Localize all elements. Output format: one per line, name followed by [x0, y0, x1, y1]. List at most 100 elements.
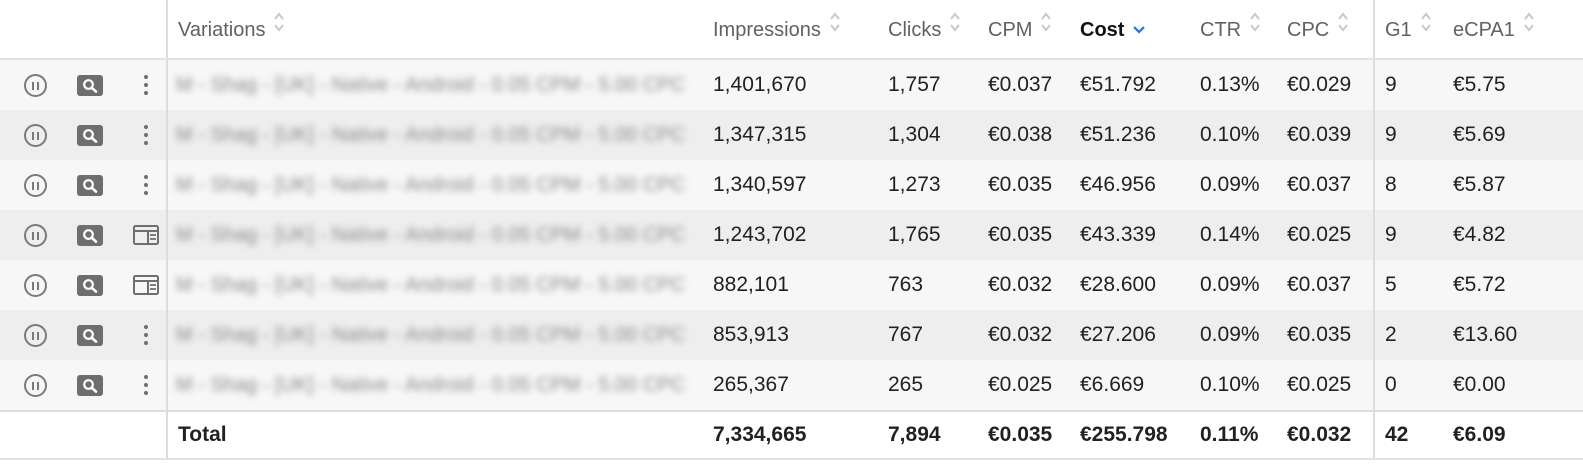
- more-vert-icon[interactable]: [131, 160, 161, 210]
- column-divider: [1373, 110, 1375, 160]
- cell-g1: 8: [1385, 173, 1397, 196]
- pause-icon[interactable]: [20, 310, 50, 360]
- search-icon[interactable]: [75, 260, 105, 310]
- pause-icon[interactable]: [20, 210, 50, 260]
- cell-cpc: €0.039: [1287, 123, 1352, 146]
- variation-name[interactable]: M - Shag - [UK] - Native - Android - 0.0…: [176, 74, 686, 96]
- more-vert-icon[interactable]: [131, 310, 161, 360]
- cell-ecpa1: €5.87: [1453, 173, 1506, 196]
- column-divider: [1373, 310, 1375, 360]
- sort-icon[interactable]: [949, 0, 961, 58]
- column-header-variations[interactable]: Variations: [178, 0, 285, 58]
- pause-icon[interactable]: [20, 60, 50, 110]
- cell-g1: 9: [1385, 73, 1397, 96]
- cell-cost: €51.236: [1080, 123, 1156, 146]
- table-row: M - Shag - [UK] - Native - Android - 0.0…: [0, 110, 1583, 160]
- cell-ctr: 0.13%: [1200, 73, 1260, 96]
- search-icon[interactable]: [75, 310, 105, 360]
- sort-descending-icon[interactable]: [1132, 0, 1146, 59]
- variation-name[interactable]: M - Shag - [UK] - Native - Android - 0.0…: [176, 324, 686, 346]
- cell-g1: 0: [1385, 373, 1397, 396]
- cell-clicks: 1,757: [888, 73, 941, 96]
- pause-icon[interactable]: [20, 160, 50, 210]
- pause-icon[interactable]: [20, 110, 50, 160]
- layout-icon[interactable]: [131, 260, 161, 310]
- column-divider: [1373, 0, 1375, 58]
- cell-cpm: €0.035: [988, 223, 1053, 246]
- pause-icon[interactable]: [20, 360, 50, 410]
- column-header-impressions[interactable]: Impressions: [713, 0, 841, 58]
- sort-icon[interactable]: [1249, 0, 1261, 58]
- cell-cpm: €0.035: [988, 173, 1053, 196]
- sort-icon[interactable]: [829, 0, 841, 58]
- column-divider: [166, 160, 168, 210]
- search-icon[interactable]: [75, 210, 105, 260]
- search-icon[interactable]: [75, 360, 105, 410]
- column-header-ctr[interactable]: CTR: [1200, 0, 1261, 58]
- cell-cpc: €0.037: [1287, 173, 1352, 196]
- column-header-label: Cost: [1080, 19, 1125, 41]
- cell-impressions: 1,243,702: [713, 223, 807, 246]
- table-body: M - Shag - [UK] - Native - Android - 0.0…: [0, 60, 1583, 410]
- column-header-cost[interactable]: Cost: [1080, 0, 1146, 58]
- column-header-g1[interactable]: G1: [1385, 0, 1432, 58]
- more-vert-icon[interactable]: [131, 110, 161, 160]
- cell-g1: 5: [1385, 273, 1397, 296]
- cell-cost: €28.600: [1080, 273, 1156, 296]
- total-cost: €255.798: [1080, 423, 1168, 446]
- cell-cpm: €0.025: [988, 373, 1053, 396]
- cell-cost: €51.792: [1080, 73, 1156, 96]
- layout-icon[interactable]: [131, 210, 161, 260]
- cell-cpc: €0.029: [1287, 73, 1352, 96]
- column-header-label: CPC: [1287, 19, 1330, 41]
- variation-name[interactable]: M - Shag - [UK] - Native - Android - 0.0…: [176, 374, 686, 396]
- column-header-ecpa1[interactable]: eCPA1: [1453, 0, 1535, 58]
- table-row: M - Shag - [UK] - Native - Android - 0.0…: [0, 260, 1583, 310]
- column-header-clicks[interactable]: Clicks: [888, 0, 961, 58]
- variation-name[interactable]: M - Shag - [UK] - Native - Android - 0.0…: [176, 124, 686, 146]
- total-ecpa1: €6.09: [1453, 423, 1506, 446]
- cell-ecpa1: €5.72: [1453, 273, 1506, 296]
- cell-impressions: 1,401,670: [713, 73, 807, 96]
- cell-cpm: €0.037: [988, 73, 1053, 96]
- column-divider: [1373, 412, 1375, 458]
- column-divider: [166, 310, 168, 360]
- table-row: M - Shag - [UK] - Native - Android - 0.0…: [0, 210, 1583, 260]
- cell-ctr: 0.09%: [1200, 323, 1260, 346]
- cell-impressions: 853,913: [713, 323, 789, 346]
- column-header-label: Impressions: [713, 19, 821, 41]
- variation-name[interactable]: M - Shag - [UK] - Native - Android - 0.0…: [176, 274, 686, 296]
- pause-icon[interactable]: [20, 260, 50, 310]
- more-vert-icon[interactable]: [131, 360, 161, 410]
- sort-icon[interactable]: [1337, 0, 1349, 58]
- total-row: Total 7,334,665 7,894 €0.035 €255.798 0.11% €0…: [0, 410, 1583, 460]
- cell-ctr: 0.14%: [1200, 223, 1260, 246]
- cell-clicks: 265: [888, 373, 924, 396]
- search-icon[interactable]: [75, 160, 105, 210]
- search-icon[interactable]: [75, 60, 105, 110]
- column-header-cpc[interactable]: CPC: [1287, 0, 1349, 58]
- sort-icon[interactable]: [1040, 0, 1052, 58]
- column-header-cpm[interactable]: CPM: [988, 0, 1052, 58]
- cell-impressions: 882,101: [713, 273, 789, 296]
- sort-icon[interactable]: [1523, 0, 1535, 58]
- column-header-label: Clicks: [888, 19, 942, 41]
- search-icon[interactable]: [75, 110, 105, 160]
- column-divider: [166, 0, 168, 58]
- cell-cost: €43.339: [1080, 223, 1156, 246]
- total-clicks: 7,894: [888, 423, 941, 446]
- cell-impressions: 265,367: [713, 373, 789, 396]
- table-row: M - Shag - [UK] - Native - Android - 0.0…: [0, 360, 1583, 410]
- total-label: Total: [178, 423, 227, 446]
- cell-cpc: €0.025: [1287, 373, 1352, 396]
- variation-name[interactable]: M - Shag - [UK] - Native - Android - 0.0…: [176, 174, 686, 196]
- column-divider: [1373, 260, 1375, 310]
- sort-icon[interactable]: [1420, 0, 1432, 58]
- variation-name[interactable]: M - Shag - [UK] - Native - Android - 0.0…: [176, 224, 686, 246]
- column-divider: [1373, 360, 1375, 410]
- column-header-label: Variations: [178, 19, 266, 41]
- sort-icon[interactable]: [273, 0, 285, 58]
- cell-g1: 2: [1385, 323, 1397, 346]
- cell-cost: €27.206: [1080, 323, 1156, 346]
- more-vert-icon[interactable]: [131, 60, 161, 110]
